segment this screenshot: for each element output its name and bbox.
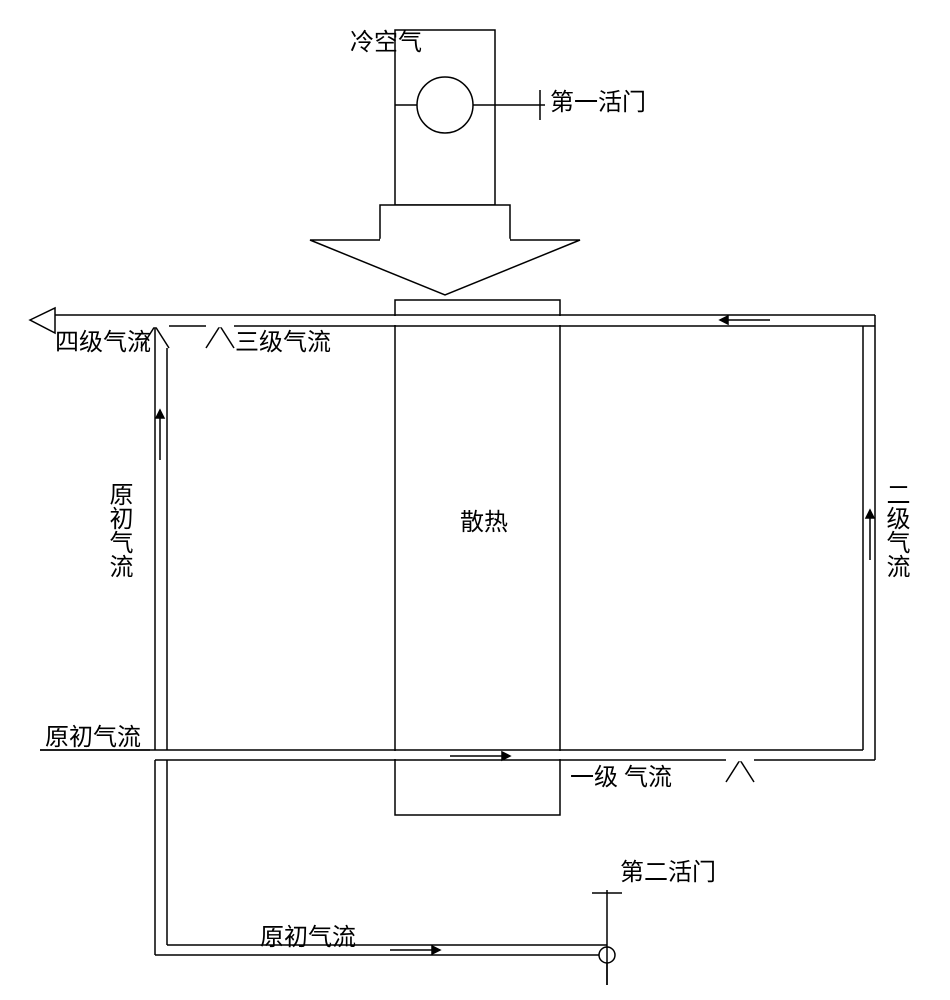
label-primary-left-horizontal: 原初气流 — [45, 724, 141, 751]
label-flow-1: 一级 气流 — [570, 764, 672, 791]
label-flow-2: 二级气流 — [882, 482, 910, 578]
label-cold-air: 冷空气 — [350, 29, 422, 56]
label-primary-bottom: 原初气流 — [260, 924, 356, 951]
label-primary-left-vertical: 原初气流 — [105, 482, 133, 578]
label-heat: 散热 — [460, 509, 508, 536]
label-valve-1: 第一活门 — [550, 89, 646, 116]
label-flow-3: 三级气流 — [235, 329, 331, 356]
label-valve-2: 第二活门 — [620, 859, 716, 886]
label-flow-4: 四级气流 — [55, 329, 151, 356]
